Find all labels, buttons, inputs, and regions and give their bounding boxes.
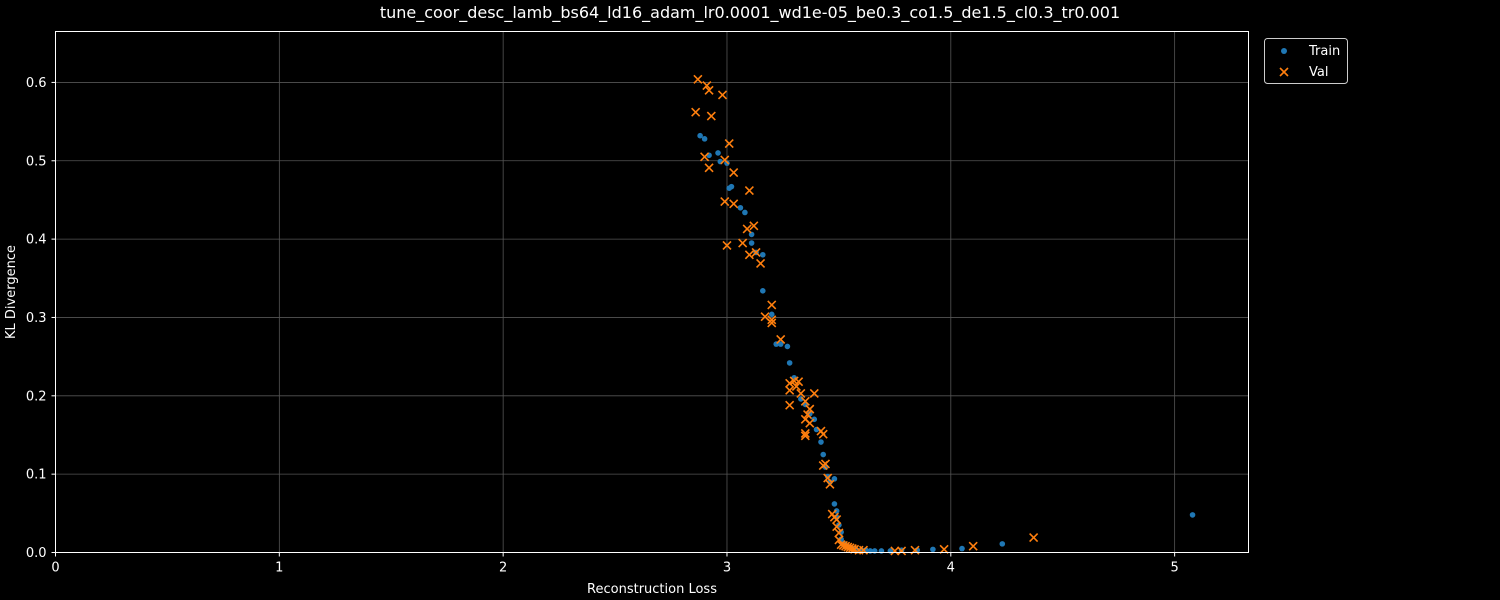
val-point: [823, 473, 833, 483]
val-point: [691, 107, 701, 117]
val-point: [706, 111, 716, 121]
x-tick-label: 1: [275, 561, 283, 576]
val-point: [897, 546, 907, 556]
val-point: [890, 546, 900, 556]
legend: Train Val: [1264, 38, 1348, 84]
val-point: [722, 240, 732, 250]
train-point: [748, 240, 755, 246]
val-point: [832, 522, 842, 532]
val-point: [825, 479, 835, 489]
val-point: [800, 396, 810, 406]
val-point: [785, 378, 795, 388]
val-point: [832, 515, 842, 525]
val-point: [776, 334, 786, 344]
train-point: [786, 360, 793, 366]
train-point: [701, 136, 708, 142]
val-point: [693, 74, 703, 84]
train-point: [930, 546, 936, 553]
val-point: [729, 199, 739, 209]
val-point: [744, 185, 754, 196]
val-point: [818, 429, 828, 439]
train-point: [818, 439, 824, 445]
train-point: [1189, 512, 1196, 518]
val-point: [751, 247, 761, 258]
legend-val-marker: [1279, 67, 1289, 77]
grid: [55, 31, 1249, 553]
data-points: [691, 74, 1196, 556]
train-point: [833, 508, 840, 514]
train-point: [737, 204, 744, 211]
legend-train-marker: [1281, 48, 1287, 54]
val-point: [717, 90, 728, 100]
train-point: [959, 545, 965, 552]
train-point: [742, 209, 748, 216]
val-point: [742, 224, 752, 234]
val-point: [805, 404, 815, 414]
val-point: [724, 138, 734, 149]
train-point: [777, 341, 784, 347]
val-point: [794, 377, 804, 387]
x-tick-label: 4: [947, 561, 955, 576]
val-point: [767, 300, 777, 310]
val-point: [700, 152, 710, 162]
val-point: [834, 528, 844, 538]
x-tick-label: 3: [723, 561, 731, 576]
x-tick-label: 0: [51, 561, 59, 576]
train-point: [768, 311, 775, 318]
val-point: [800, 428, 810, 438]
val-point: [800, 431, 810, 441]
chart-title: tune_coor_desc_lamb_bs64_ld16_adam_lr0.0…: [380, 3, 1120, 23]
val-point: [720, 155, 730, 165]
y-tick-label: 0.1: [26, 468, 47, 483]
val-point: [791, 381, 801, 391]
y-tick-label: 0.4: [26, 233, 47, 248]
val-point: [767, 318, 777, 328]
x-tick-label: 5: [1170, 561, 1178, 576]
val-point: [785, 385, 795, 395]
val-point: [702, 80, 712, 91]
val-point: [1029, 533, 1039, 543]
val-point: [847, 544, 857, 554]
val-point: [704, 163, 714, 173]
val-point: [744, 250, 754, 260]
legend-train-label: Train: [1308, 44, 1340, 59]
train-point: [715, 150, 721, 156]
val-point: [749, 221, 759, 231]
val-point: [738, 238, 748, 248]
train-point: [784, 343, 791, 350]
train-point: [697, 132, 703, 139]
y-axis-label: KL Divergence: [4, 245, 19, 339]
train-point: [999, 541, 1006, 547]
val-point: [802, 410, 813, 420]
val-point: [818, 460, 828, 471]
train-point: [759, 251, 766, 258]
val-point: [755, 258, 766, 268]
x-tick-label: 2: [499, 561, 507, 576]
val-point: [767, 315, 777, 325]
train-point: [728, 183, 735, 190]
val-point: [968, 541, 978, 551]
train-point: [759, 288, 766, 294]
legend-val-label: Val: [1309, 65, 1328, 80]
val-point: [796, 388, 806, 399]
val-point: [785, 400, 795, 410]
train-point: [824, 473, 831, 480]
y-tick-label: 0.2: [26, 389, 47, 404]
plot-frame: [55, 31, 1249, 553]
val-point: [720, 196, 730, 207]
y-tick-label: 0.5: [26, 154, 47, 169]
y-tick-label: 0.0: [26, 546, 47, 561]
y-tick-label: 0.3: [26, 311, 47, 326]
axes: 0 1 2 3 4 5 0.0 0.1 0.2 0.3 0.4 0.5 0.6: [26, 76, 1179, 576]
val-point: [805, 418, 815, 428]
y-tick-label: 0.6: [26, 76, 47, 91]
val-point: [704, 85, 714, 95]
train-point: [831, 501, 838, 507]
val-point: [809, 388, 819, 399]
x-axis-label: Reconstruction Loss: [587, 582, 717, 597]
val-point: [729, 167, 739, 178]
train-point: [820, 451, 827, 458]
